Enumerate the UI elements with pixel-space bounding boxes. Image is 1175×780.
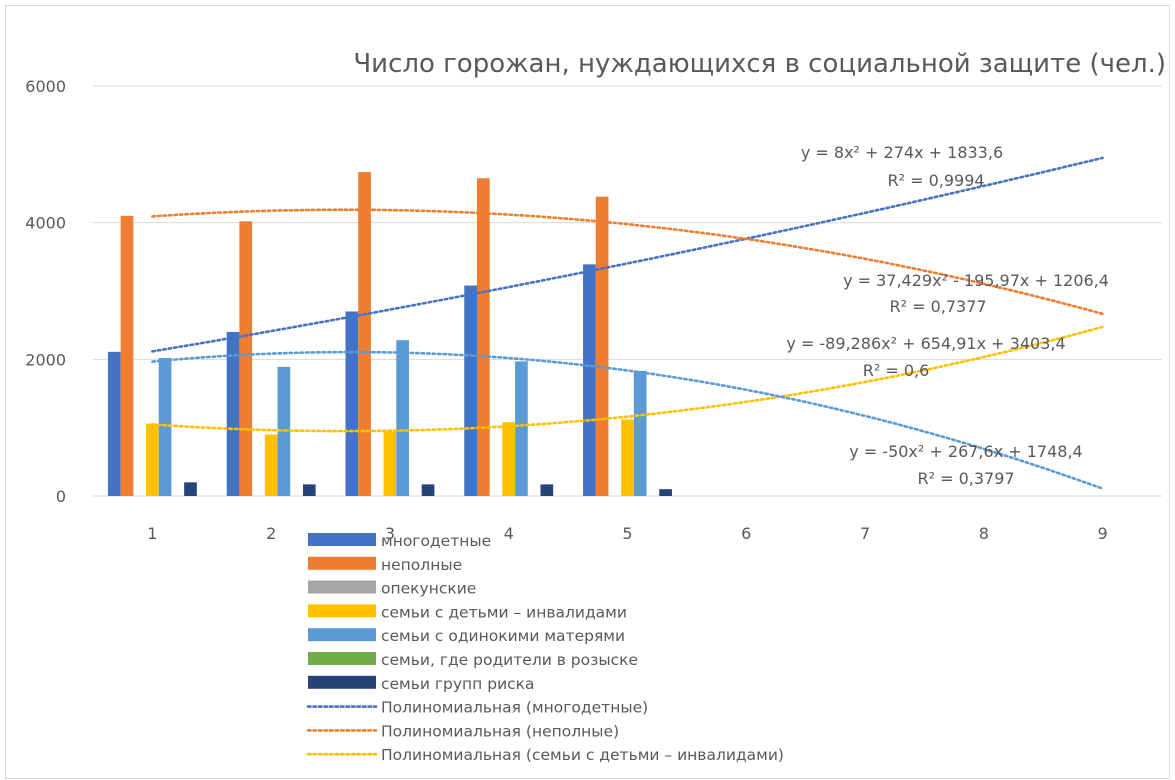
legend-label: опекунские xyxy=(381,580,476,598)
bar xyxy=(595,196,609,496)
y-tick-label: 6000 xyxy=(25,77,66,96)
trendline xyxy=(151,350,1104,491)
legend-label: семьи с детьми – инвалидами xyxy=(381,603,627,621)
chart-frame: 0 2000 4000 6000 1 2 3 4 5 6 7 8 9 y = 8x² + 274x +… xyxy=(5,5,1170,779)
chart-title: Число горожан, нуждающихся в социальной … xyxy=(353,49,1166,79)
legend-swatch xyxy=(308,628,376,642)
bar xyxy=(583,264,596,496)
bar xyxy=(226,332,240,496)
bar xyxy=(358,172,371,496)
legend-label: Полиномиальная (семьи с детьми – инвалид… xyxy=(381,746,784,764)
legend-label: неполные xyxy=(381,556,462,574)
legend-swatch xyxy=(308,580,376,594)
legend: многодетные неполные опекунские семьи с дет… xyxy=(306,532,784,764)
bar xyxy=(396,340,409,496)
y-tick-label: 0 xyxy=(56,487,66,506)
bar xyxy=(421,484,435,496)
x-tick-label: 4 xyxy=(504,524,514,543)
trendline-equation: y = 37,429x² - 195,97x + 1206,4 xyxy=(843,271,1109,290)
bar xyxy=(158,357,172,496)
bar xyxy=(184,482,197,496)
bar xyxy=(659,489,672,496)
x-tick-label: 6 xyxy=(741,524,751,543)
bar xyxy=(120,215,134,497)
trendline xyxy=(151,208,1104,316)
trendline-r-squared: R² = 0,3797 xyxy=(917,469,1014,488)
legend-swatch xyxy=(308,675,376,689)
bar xyxy=(239,221,253,497)
trendline-equation: y = -89,286x² + 654,91x + 3403,4 xyxy=(786,334,1065,353)
bar xyxy=(107,351,121,496)
legend-swatch xyxy=(308,533,376,546)
y-tick-label: 2000 xyxy=(25,350,66,369)
legend-label: семьи, где родители в розыске xyxy=(381,651,638,669)
bar xyxy=(621,419,634,496)
x-axis-ticks: 1 2 3 4 5 6 7 8 9 xyxy=(147,524,1107,543)
bar xyxy=(633,370,647,496)
y-axis-ticks: 0 2000 4000 6000 xyxy=(25,77,66,506)
legend-label: многодетные xyxy=(381,532,491,550)
trendline-r-squared: R² = 0,9994 xyxy=(887,171,984,190)
trendline-r-squared: R² = 0,7377 xyxy=(889,297,986,316)
trendline-annotations: y = 8x² + 274x + 1833,6 R² = 0,9994 y = 37… xyxy=(786,143,1109,488)
bar xyxy=(383,431,397,496)
trendline xyxy=(151,325,1104,433)
bar xyxy=(146,423,159,496)
y-tick-label: 4000 xyxy=(25,214,66,233)
x-tick-label: 2 xyxy=(266,524,276,543)
bar xyxy=(464,285,477,496)
x-tick-label: 9 xyxy=(1098,524,1108,543)
x-tick-label: 7 xyxy=(860,524,870,543)
bar xyxy=(302,484,316,496)
trendline xyxy=(151,156,1104,353)
trendline-equation: y = -50x² + 267,6x + 1748,4 xyxy=(849,442,1082,461)
legend-label: семьи с одинокими матерями xyxy=(381,627,625,645)
legend-label: Полиномиальная (неполные) xyxy=(381,722,619,740)
legend-swatch xyxy=(308,652,376,665)
bar xyxy=(502,422,516,496)
x-tick-label: 1 xyxy=(147,524,157,543)
legend-label: семьи групп риска xyxy=(381,675,535,693)
legend-swatch xyxy=(308,604,376,618)
bars xyxy=(107,172,672,497)
trendline-equation: y = 8x² + 274x + 1833,6 xyxy=(801,143,1003,162)
bar xyxy=(345,311,359,496)
x-tick-label: 8 xyxy=(979,524,989,543)
bar xyxy=(515,361,528,496)
trendline-r-squared: R² = 0,6 xyxy=(863,361,930,380)
bar xyxy=(476,178,490,496)
trendlines xyxy=(151,156,1104,491)
x-tick-label: 3 xyxy=(385,524,395,543)
legend-swatch xyxy=(308,556,376,570)
chart: 0 2000 4000 6000 1 2 3 4 5 6 7 8 9 y = 8x² + 274x +… xyxy=(25,49,1166,764)
bar xyxy=(540,484,554,496)
legend-label: Полиномиальная (многодетные) xyxy=(381,699,648,717)
x-tick-label: 5 xyxy=(622,524,632,543)
bar xyxy=(264,434,278,496)
